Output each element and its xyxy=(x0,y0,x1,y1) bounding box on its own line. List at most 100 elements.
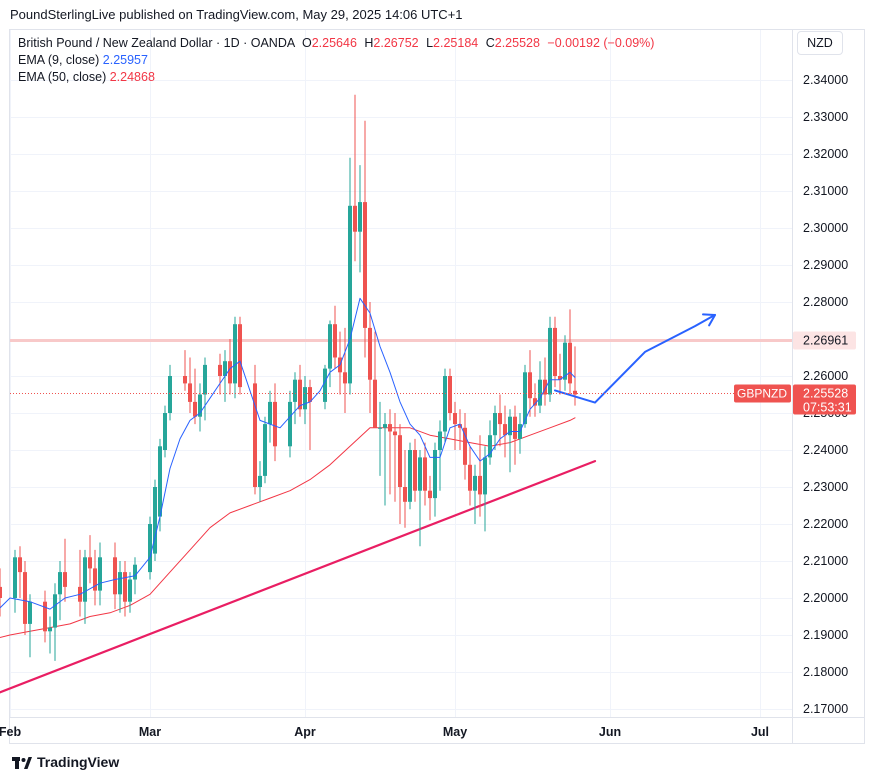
candle-down xyxy=(458,424,462,428)
resistance-price-text: 2.26961 xyxy=(803,333,848,347)
candle-down xyxy=(528,372,532,399)
candle-up xyxy=(133,564,137,580)
last-price-text: 2.25528 xyxy=(803,386,848,400)
candles xyxy=(0,94,577,661)
candle-up xyxy=(13,557,17,598)
candle-up xyxy=(128,579,132,602)
projection-path xyxy=(554,313,716,404)
candle-up xyxy=(418,457,422,491)
candle-down xyxy=(88,557,92,569)
candle-down xyxy=(553,327,557,376)
symbol-tag-text: GBPNZD xyxy=(737,386,787,400)
legend-symbol-row: British Pound / New Zealand Dollar · 1D … xyxy=(18,35,654,52)
candle-up xyxy=(163,413,167,450)
candle-up xyxy=(483,457,487,495)
candle-down xyxy=(253,383,257,487)
candle-down xyxy=(373,379,377,428)
currency-button[interactable]: NZD xyxy=(797,31,843,55)
legend: British Pound / New Zealand Dollar · 1D … xyxy=(18,35,654,86)
price-tick-label: 2.20000 xyxy=(803,591,848,605)
candle-up xyxy=(118,572,122,595)
candle-up xyxy=(433,450,437,499)
price-tick-label: 2.30000 xyxy=(803,221,848,235)
candle-down xyxy=(183,376,187,384)
price-tick-label: 2.23000 xyxy=(803,480,848,494)
candle-down xyxy=(428,490,432,499)
candle-down xyxy=(333,324,337,358)
candle-down xyxy=(218,364,222,376)
grid xyxy=(10,30,792,717)
candle-up xyxy=(508,416,512,436)
candle-down xyxy=(558,376,562,380)
price-tick-label: 2.26000 xyxy=(803,369,848,383)
chart-frame xyxy=(9,29,865,744)
candle-down xyxy=(423,457,427,491)
candle-down xyxy=(533,398,537,406)
ema9-series xyxy=(0,297,576,610)
candle-down xyxy=(43,601,47,632)
candle-down xyxy=(478,475,482,495)
axis-divider xyxy=(10,30,864,743)
candle-up xyxy=(383,424,387,428)
time-tick-label: May xyxy=(443,725,467,739)
time-axis: Feb Mar Apr May Jun Jul xyxy=(0,725,769,739)
candle-down xyxy=(23,572,27,624)
candle-up xyxy=(563,342,567,380)
candle-up xyxy=(328,324,332,369)
candle-down xyxy=(463,427,467,465)
candle-down xyxy=(353,205,357,232)
candle-up xyxy=(323,368,327,402)
tradingview-branding: TradingView xyxy=(12,754,119,770)
candle-down xyxy=(298,379,302,410)
legend-ema50-row: EMA (50, close) 2.24868 xyxy=(18,69,654,86)
candle-up xyxy=(148,524,152,573)
price-tick-label: 2.24000 xyxy=(803,443,848,457)
resistance-price-label xyxy=(793,331,856,350)
candle-up xyxy=(268,401,272,425)
candle-up xyxy=(378,427,382,429)
candle-down xyxy=(393,431,397,436)
support-trendline-segment xyxy=(0,460,597,694)
candle-down xyxy=(388,424,392,432)
candle-down xyxy=(513,416,517,439)
price-tick-label: 2.18000 xyxy=(803,665,848,679)
ema50-label: EMA (50, close) xyxy=(18,70,107,84)
candle-up xyxy=(168,376,172,413)
ema50-value: 2.24868 xyxy=(109,70,155,84)
candle-up xyxy=(258,475,262,487)
candle-up xyxy=(493,413,497,436)
candle-up xyxy=(153,487,157,554)
ema9-line xyxy=(0,297,576,610)
candle-up xyxy=(488,435,492,458)
last-price-label xyxy=(793,384,856,415)
candle-up xyxy=(53,594,57,628)
candle-down xyxy=(343,372,347,384)
candle-up xyxy=(303,387,307,410)
candle-down xyxy=(468,464,472,491)
candle-up xyxy=(443,376,447,432)
candle-down xyxy=(228,361,232,384)
candle-down xyxy=(18,557,22,573)
brand-name: TradingView xyxy=(37,754,120,770)
candle-up xyxy=(98,557,102,591)
candle-up xyxy=(348,205,352,384)
candle-up xyxy=(408,450,412,502)
candle-up xyxy=(203,364,207,395)
candle-up xyxy=(263,424,267,476)
candle-up xyxy=(288,401,292,447)
candle-down xyxy=(403,487,407,502)
projection-line xyxy=(554,313,716,404)
price-tick-label: 2.19000 xyxy=(803,628,848,642)
candle-up xyxy=(28,601,32,624)
ema9-label: EMA (9, close) xyxy=(18,53,100,67)
symbol-tag xyxy=(734,384,791,403)
price-tick-label: 2.17000 xyxy=(803,702,848,716)
candle-down xyxy=(448,376,452,413)
candle-up xyxy=(83,557,87,602)
ohlc-close: C2.25528 xyxy=(485,36,540,50)
ohlc-open: O2.25646 xyxy=(301,36,357,50)
candle-down xyxy=(363,202,367,328)
price-tick-label: 2.33000 xyxy=(803,110,848,124)
